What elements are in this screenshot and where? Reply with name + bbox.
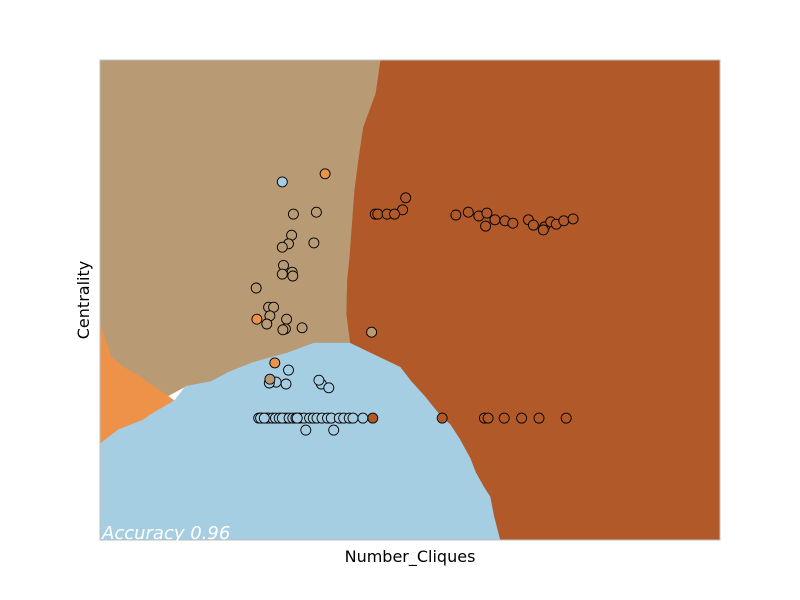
data-point-class-2 — [287, 270, 299, 282]
data-point-class-3 — [516, 412, 528, 424]
data-point-class-2 — [308, 237, 320, 249]
data-point-class-1 — [269, 357, 281, 369]
data-point-class-0 — [300, 424, 312, 436]
data-point-class-2 — [366, 326, 378, 338]
data-point-class-1 — [251, 313, 263, 325]
data-point-class-2 — [287, 208, 299, 220]
x-axis-label: Number_Cliques — [345, 547, 476, 567]
data-point-class-0 — [258, 412, 270, 424]
plot-frame — [99, 59, 721, 541]
decision-region-class-0 — [100, 342, 501, 540]
data-point-class-3 — [482, 412, 494, 424]
data-point-class-2 — [264, 373, 276, 385]
data-point-class-3 — [462, 206, 474, 218]
data-point-class-3 — [498, 412, 510, 424]
decision-regions — [100, 60, 720, 540]
accuracy-annotation: Accuracy 0.96 — [101, 523, 230, 544]
data-point-class-3 — [367, 412, 379, 424]
data-point-class-2 — [277, 324, 289, 336]
data-point-class-3 — [558, 215, 570, 227]
data-point-class-3 — [480, 220, 492, 232]
data-point-class-3 — [533, 412, 545, 424]
data-point-class-3 — [450, 209, 462, 221]
data-point-class-2 — [276, 268, 288, 280]
data-point-class-3 — [489, 214, 501, 226]
data-point-class-1 — [319, 168, 331, 180]
data-point-class-2 — [261, 318, 273, 330]
data-point-class-0 — [280, 378, 292, 390]
data-point-class-3 — [567, 213, 579, 225]
data-point-class-2 — [281, 313, 293, 325]
data-point-class-0 — [328, 424, 340, 436]
data-point-class-2 — [296, 322, 308, 334]
data-point-class-2 — [276, 241, 288, 253]
data-points — [250, 168, 579, 436]
data-point-class-3 — [507, 217, 519, 229]
data-point-class-3 — [436, 412, 448, 424]
data-point-class-3 — [389, 208, 400, 220]
data-point-class-0 — [291, 412, 303, 424]
data-point-class-0 — [347, 412, 359, 424]
data-point-class-0 — [313, 374, 325, 386]
data-point-class-0 — [283, 364, 294, 376]
data-point-class-0 — [276, 176, 288, 188]
data-point-class-0 — [357, 412, 369, 424]
data-point-class-2 — [250, 282, 262, 294]
data-point-class-0 — [323, 382, 335, 394]
data-point-class-2 — [310, 206, 322, 218]
data-point-class-3 — [527, 219, 539, 231]
data-point-class-3 — [400, 192, 412, 204]
data-point-class-3 — [481, 207, 493, 219]
data-point-class-3 — [560, 412, 572, 424]
y-axis-label: Centrality — [74, 261, 93, 339]
data-point-class-3 — [372, 208, 384, 220]
data-point-class-3 — [537, 224, 549, 236]
